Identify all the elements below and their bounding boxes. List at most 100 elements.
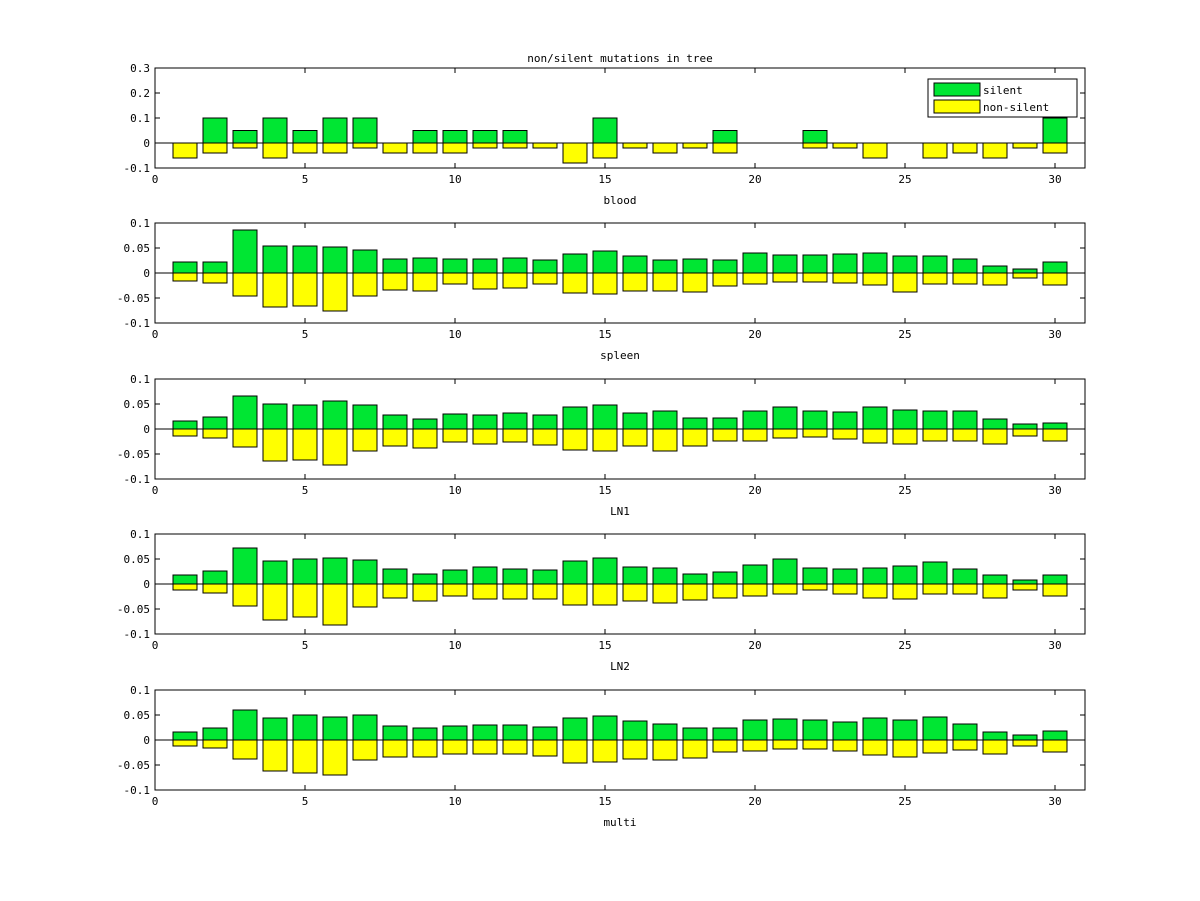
silent-bar xyxy=(292,130,318,144)
non-silent-bar xyxy=(712,272,738,287)
silent-bar xyxy=(1042,422,1068,430)
non-silent-bar xyxy=(952,739,978,751)
x-tick-label: 0 xyxy=(152,795,159,808)
silent-bar xyxy=(562,253,588,274)
silent-bar xyxy=(592,250,618,274)
silent-bar xyxy=(802,130,828,144)
non-silent-bar xyxy=(772,739,798,750)
silent-bar xyxy=(502,412,528,430)
non-silent-bar xyxy=(322,583,348,626)
silent-bar xyxy=(322,716,348,741)
silent-bar xyxy=(622,566,648,585)
y-tick-label: -0.1 xyxy=(124,784,151,797)
non-silent-bar xyxy=(262,428,288,462)
silent-bar xyxy=(622,412,648,430)
y-tick-label: 0.1 xyxy=(130,684,150,697)
non-silent-bar xyxy=(382,739,408,758)
non-silent-bar xyxy=(532,739,558,757)
non-silent-bar xyxy=(1012,739,1038,747)
silent-bar xyxy=(502,257,528,274)
x-tick-label: 15 xyxy=(598,484,611,497)
silent-bar xyxy=(982,731,1008,741)
x-tick-label: 0 xyxy=(152,328,159,341)
non-silent-bar xyxy=(712,428,738,442)
non-silent-bar xyxy=(922,583,948,595)
x-tick-label: 30 xyxy=(1048,328,1061,341)
non-silent-bar xyxy=(742,583,768,597)
non-silent-bar xyxy=(1012,428,1038,437)
chart-title: non/silent mutations in tree xyxy=(527,52,712,65)
silent-bar xyxy=(232,395,258,430)
x-tick-label: 25 xyxy=(898,639,911,652)
non-silent-bar xyxy=(292,428,318,461)
subplot-blood: 0 5 10 15 20 25 30-0.100.10.20.3bloodsilentnon… xyxy=(124,62,1086,207)
non-silent-bar xyxy=(412,739,438,758)
silent-bar xyxy=(832,253,858,274)
non-silent-bar xyxy=(982,739,1008,755)
silent-bar xyxy=(412,418,438,430)
non-silent-bar xyxy=(202,142,228,154)
non-silent-bar xyxy=(172,739,198,747)
silent-bar xyxy=(562,717,588,741)
x-tick-label: 25 xyxy=(898,795,911,808)
silent-bar xyxy=(802,410,828,430)
non-silent-bar xyxy=(172,272,198,282)
non-silent-bar xyxy=(1012,142,1038,149)
silent-bar xyxy=(442,413,468,430)
silent-bar xyxy=(892,255,918,274)
non-silent-bar xyxy=(322,739,348,776)
subplot-multi: 0 5 10 15 20 25 30 -0.1 -0.05 0 0.05 0.1 multi xyxy=(117,684,1086,829)
non-silent-bar xyxy=(442,272,468,285)
silent-bar xyxy=(532,259,558,274)
silent-bar xyxy=(742,252,768,274)
non-silent-bar xyxy=(412,142,438,154)
x-tick-label: 0 xyxy=(152,639,159,652)
non-silent-bar xyxy=(712,142,738,154)
non-silent-bar xyxy=(1042,739,1068,753)
x-tick-label: 5 xyxy=(302,795,309,808)
non-silent-bar xyxy=(802,739,828,750)
non-silent-bar xyxy=(742,739,768,752)
silent-bar xyxy=(712,727,738,741)
non-silent-bar xyxy=(862,272,888,286)
non-silent-bar xyxy=(382,428,408,447)
non-silent-bar xyxy=(532,272,558,285)
non-silent-bar xyxy=(262,583,288,621)
non-silent-bar xyxy=(232,583,258,607)
x-tick-label: 30 xyxy=(1048,795,1061,808)
non-silent-bar xyxy=(322,142,348,154)
silent-bar xyxy=(832,411,858,430)
non-silent-bar xyxy=(622,428,648,447)
non-silent-bar xyxy=(262,272,288,308)
x-axis-label: LN2 xyxy=(610,660,630,673)
silent-bar xyxy=(562,560,588,585)
non-silent-bar xyxy=(982,428,1008,445)
non-silent-bar xyxy=(832,272,858,284)
silent-bar xyxy=(922,716,948,741)
non-silent-bar xyxy=(922,142,948,159)
silent-bar xyxy=(1042,261,1068,274)
silent-bar xyxy=(1012,734,1038,741)
silent-bar xyxy=(592,557,618,585)
non-silent-bar xyxy=(682,428,708,447)
silent-bar xyxy=(502,568,528,585)
y-tick-label: 0 xyxy=(143,137,150,150)
non-silent-bar xyxy=(982,583,1008,599)
non-silent-bar xyxy=(322,428,348,466)
y-tick-label: 0.1 xyxy=(130,373,150,386)
y-tick-label: -0.1 xyxy=(124,317,151,330)
non-silent-bar xyxy=(952,142,978,154)
y-tick-label: 0 xyxy=(143,267,150,280)
non-silent-bar xyxy=(352,142,378,149)
silent-bar xyxy=(592,117,618,144)
non-silent-bar xyxy=(712,739,738,753)
silent-bar xyxy=(172,731,198,741)
silent-bar xyxy=(472,258,498,274)
non-silent-bar xyxy=(352,428,378,452)
non-silent-bar xyxy=(682,142,708,149)
silent-bar xyxy=(352,404,378,430)
x-tick-label: 15 xyxy=(598,639,611,652)
non-silent-bar xyxy=(562,142,588,164)
non-silent-bar xyxy=(742,428,768,442)
y-tick-label: -0.05 xyxy=(117,292,150,305)
